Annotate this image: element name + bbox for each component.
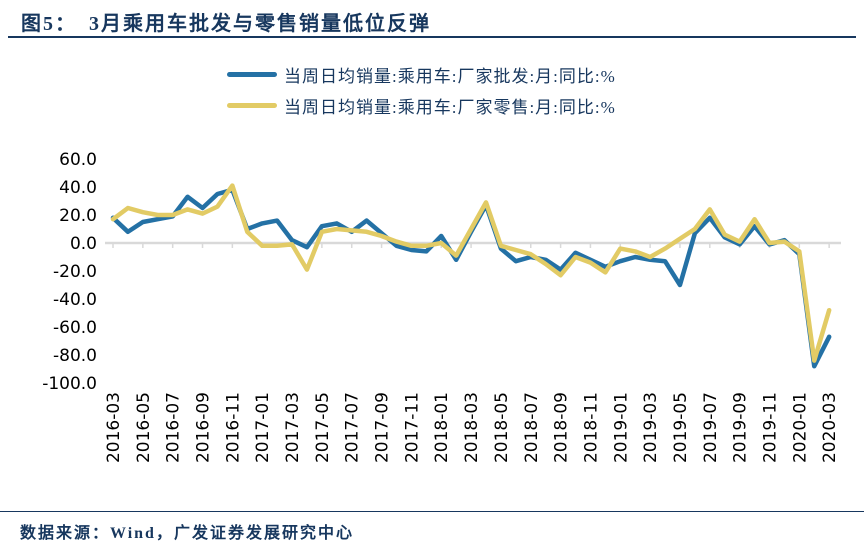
y-axis-tick-label: -80.0: [53, 346, 97, 366]
x-axis-tick-label: 2017-05: [313, 392, 333, 463]
x-axis-tick-label: 2016-09: [194, 392, 214, 463]
x-axis-tick-label: 2018-07: [522, 392, 542, 463]
x-axis-tick-label: 2017-07: [343, 392, 363, 463]
x-axis-tick-label: 2016-05: [134, 392, 154, 463]
legend-label-wholesale: 当周日均销量:乘用车:厂家批发:月:同比:%: [284, 66, 616, 86]
y-axis-tick-label: -60.0: [53, 318, 97, 338]
data-source: 数据来源：Wind，广发证券发展研究中心: [20, 525, 354, 542]
x-axis-tick-label: 2016-11: [223, 392, 243, 463]
y-axis-tick-label: 0.0: [70, 234, 97, 254]
x-axis-tick-label: 2018-05: [492, 392, 512, 463]
y-axis-tick-label: -100.0: [42, 374, 97, 394]
legend-label-retail: 当周日均销量:乘用车:厂家零售:月:同比:%: [284, 97, 616, 117]
x-axis-tick-label: 2017-11: [402, 392, 422, 463]
x-axis-tick-label: 2019-09: [731, 392, 751, 463]
y-axis-tick-label: 20.0: [59, 206, 97, 226]
figure-number-label: 图5：: [21, 13, 77, 35]
chart-legend: 当周日均销量:乘用车:厂家批发:月:同比:% 当周日均销量:乘用车:厂家零售:月…: [227, 63, 616, 117]
figure-title: 图5： 3月乘用车批发与零售销量低位反弹: [21, 7, 431, 36]
x-axis-tick-label: 2019-07: [701, 392, 721, 463]
x-axis-tick-label: 2017-09: [373, 392, 393, 463]
line-chart: 60.0 40.0 20.0 0.0 -20.0 -40.0 -60.0 -80.0 -100.…: [42, 150, 841, 463]
x-axis-tick-label: 2017-03: [283, 392, 303, 463]
x-axis-tick-label: 2018-11: [581, 392, 601, 463]
y-axis-tick-label: 40.0: [59, 178, 97, 198]
x-axis-tick-label: 2019-11: [760, 392, 780, 463]
x-axis-tick-label: 2019-03: [641, 392, 661, 463]
x-axis-tick-label: 2020-03: [820, 392, 840, 463]
y-axis-tick-label: 60.0: [59, 150, 97, 170]
x-axis-tick-label: 2018-09: [552, 392, 572, 463]
title-divider: [8, 36, 856, 38]
x-axis-tick-label: 2019-05: [671, 392, 691, 463]
x-axis-tick-label: 2020-01: [790, 392, 810, 463]
legend-item-retail: 当周日均销量:乘用车:厂家零售:月:同比:%: [227, 94, 616, 117]
y-axis-tick-label: -20.0: [53, 262, 97, 282]
y-axis-tick-label: -40.0: [53, 290, 97, 310]
wholesale-line: [110, 187, 832, 369]
figure-title-text: 3月乘用车批发与零售销量低位反弹: [89, 13, 431, 35]
x-axis-tick-label: 2017-01: [253, 392, 273, 463]
x-axis-tick-label: 2016-07: [164, 392, 184, 463]
retail-line: [110, 183, 832, 363]
x-axis-tick-label: 2016-03: [104, 392, 124, 463]
legend-item-wholesale: 当周日均销量:乘用车:厂家批发:月:同比:%: [227, 63, 616, 86]
footer-divider: [0, 511, 864, 512]
retail-line-swatch: [227, 102, 277, 108]
x-axis-tick-label: 2018-01: [432, 392, 452, 463]
x-axis-tick-label: 2018-03: [462, 392, 482, 463]
wholesale-line-swatch: [227, 71, 277, 77]
x-axis-tick-label: 2019-01: [611, 392, 631, 463]
